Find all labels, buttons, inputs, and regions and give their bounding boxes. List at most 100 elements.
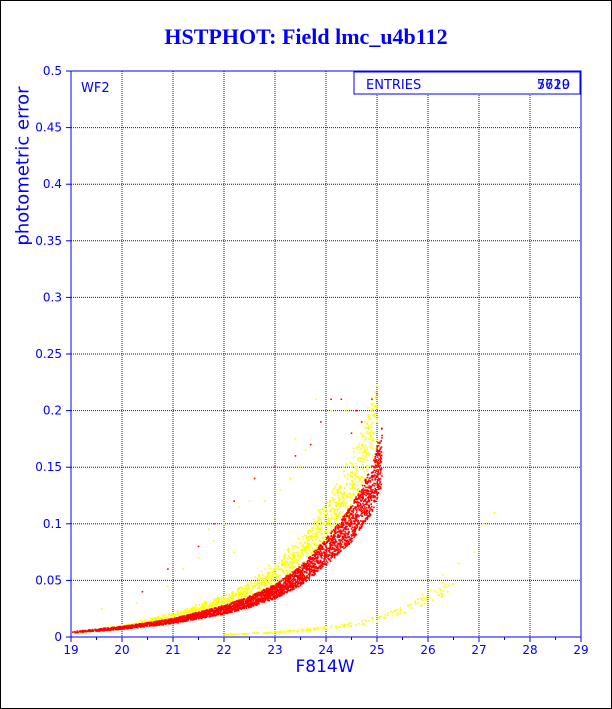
data-point	[284, 557, 286, 559]
data-point	[225, 610, 228, 612]
data-point	[336, 553, 338, 556]
data-point	[139, 622, 142, 625]
data-point	[350, 538, 352, 541]
data-point	[241, 587, 243, 590]
data-point	[222, 602, 225, 605]
data-point	[284, 587, 287, 590]
data-point	[346, 542, 349, 544]
data-point	[300, 583, 302, 585]
data-point	[336, 551, 339, 554]
data-point	[335, 501, 338, 504]
data-point	[231, 599, 234, 602]
data-point	[156, 623, 159, 626]
data-point	[176, 620, 179, 622]
data-point	[301, 578, 303, 581]
data-point	[318, 565, 321, 568]
data-point	[211, 604, 214, 607]
data-point	[287, 555, 290, 557]
data-point	[319, 508, 322, 511]
data-point	[441, 595, 443, 598]
data-point	[378, 617, 381, 619]
data-point	[156, 620, 159, 623]
data-point	[329, 544, 331, 546]
data-point	[289, 567, 292, 569]
data-point	[325, 562, 328, 565]
data-point	[350, 504, 352, 506]
data-point	[166, 621, 168, 623]
data-point	[155, 618, 158, 620]
data-point	[349, 507, 352, 510]
data-point	[350, 462, 353, 465]
data-point	[360, 524, 362, 526]
data-point	[245, 584, 247, 587]
data-point	[301, 581, 304, 584]
data-point	[366, 422, 368, 424]
data-point	[354, 472, 357, 475]
data-point	[345, 545, 347, 548]
data-point	[299, 569, 302, 572]
data-point	[322, 523, 325, 526]
data-point	[251, 603, 253, 605]
data-point	[203, 615, 206, 618]
data-point	[343, 499, 345, 501]
data-point	[302, 548, 305, 551]
data-point	[298, 558, 301, 561]
data-point	[352, 534, 355, 536]
data-point	[132, 623, 135, 625]
data-point	[248, 600, 251, 602]
data-point	[104, 629, 107, 631]
data-point	[310, 538, 313, 540]
data-point	[250, 599, 253, 601]
data-point	[304, 562, 306, 565]
data-point	[290, 574, 292, 577]
data-point	[162, 613, 165, 616]
data-point	[167, 585, 169, 587]
data-point	[351, 526, 354, 529]
x-tick-label: 25	[369, 643, 384, 657]
stats-box-value-1: 7629	[537, 78, 570, 93]
data-point	[214, 611, 217, 614]
data-point	[328, 505, 331, 507]
data-point	[368, 505, 371, 508]
data-point	[303, 578, 305, 581]
data-point	[321, 508, 324, 510]
data-point	[339, 539, 341, 541]
data-point	[282, 589, 284, 592]
data-point	[323, 555, 326, 558]
data-point	[217, 607, 220, 609]
data-point	[332, 554, 335, 557]
data-point	[270, 586, 272, 589]
data-point	[311, 565, 314, 567]
data-point	[294, 438, 297, 440]
data-point	[339, 547, 342, 549]
data-point	[334, 625, 337, 628]
data-point	[356, 524, 358, 526]
data-point	[155, 619, 157, 621]
data-point	[368, 479, 370, 481]
data-point	[369, 433, 372, 436]
data-point	[188, 612, 190, 614]
data-point	[333, 543, 336, 546]
data-point	[342, 524, 344, 527]
data-point	[331, 496, 333, 499]
data-point	[172, 622, 175, 625]
data-point	[440, 592, 442, 594]
data-point	[234, 601, 236, 603]
data-point	[354, 501, 357, 503]
data-point	[327, 516, 330, 519]
data-point	[218, 600, 221, 602]
data-point	[202, 607, 205, 609]
data-point	[375, 475, 378, 477]
data-point	[235, 593, 237, 596]
data-point	[193, 616, 196, 619]
data-point	[242, 603, 245, 605]
data-point	[356, 489, 359, 491]
data-point	[347, 473, 349, 476]
data-point	[116, 628, 119, 630]
data-point	[358, 515, 360, 517]
data-point	[366, 510, 369, 513]
data-point	[343, 493, 345, 495]
data-point	[180, 618, 183, 621]
data-point	[377, 485, 379, 488]
data-point	[301, 630, 303, 632]
